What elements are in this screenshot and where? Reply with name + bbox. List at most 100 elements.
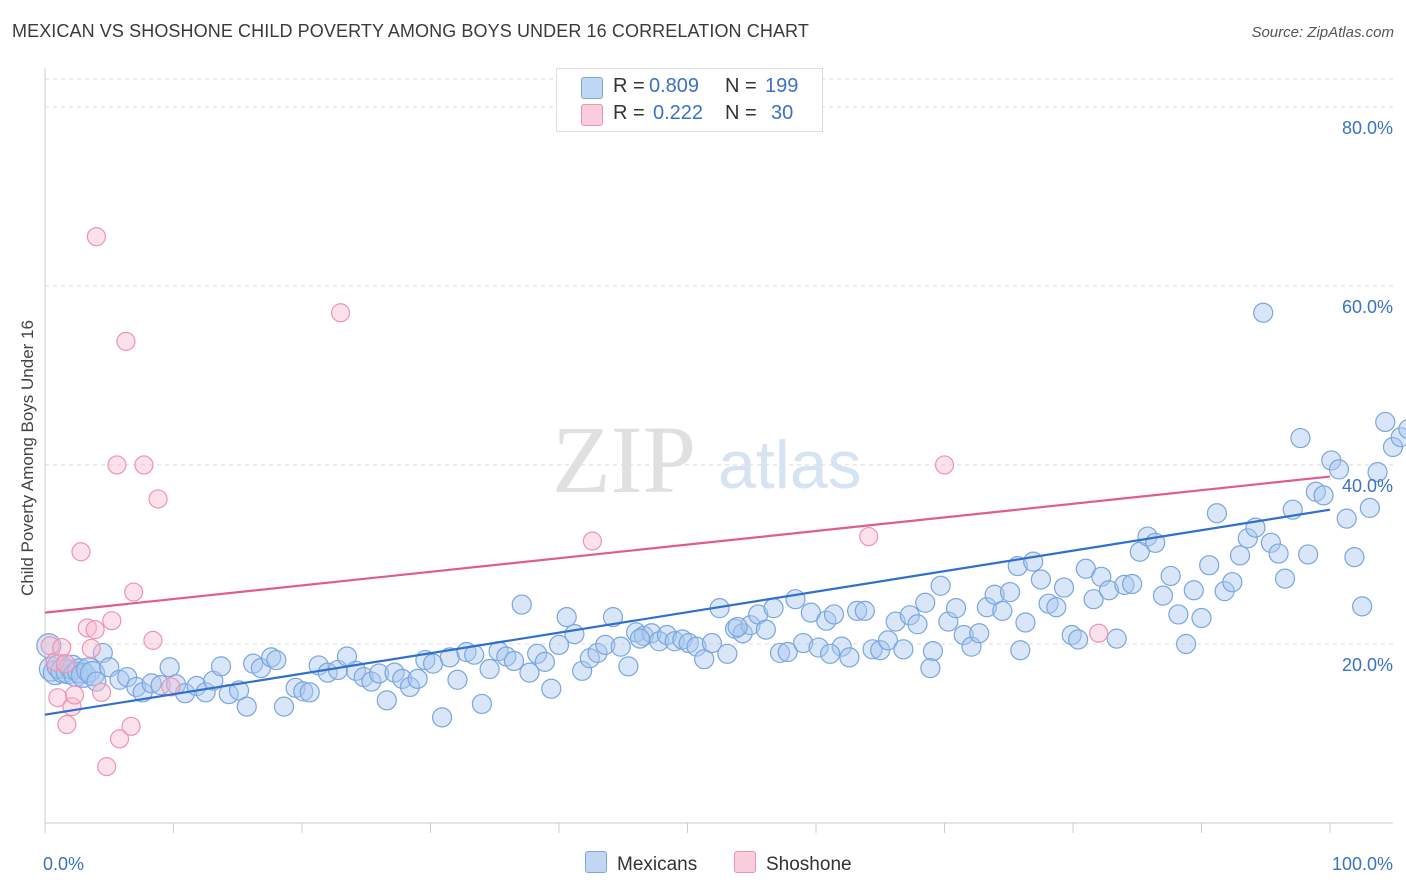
mexicans-point	[595, 634, 616, 655]
shoshone-point	[161, 677, 181, 697]
r-label: R =	[613, 102, 645, 124]
mexicans-point	[1328, 459, 1350, 480]
mexicans-point	[407, 668, 428, 689]
mexicans-point	[1237, 528, 1258, 549]
mexicans-point	[1191, 607, 1212, 629]
axes	[44, 68, 1393, 833]
mexicans-point	[641, 623, 662, 644]
mexicans-point	[854, 600, 875, 621]
mexicans-point	[1268, 543, 1289, 564]
mexicans-point	[1083, 589, 1104, 610]
mexicans-point	[1030, 569, 1051, 590]
chart-title: MEXICAN VS SHOSHONE CHILD POVERTY AMONG …	[12, 21, 809, 41]
legend-item-shoshone[interactable]: Shoshone	[734, 851, 852, 876]
shoshone-point	[134, 455, 154, 475]
mexicans-point	[862, 639, 883, 660]
watermark: ZIP atlas	[552, 406, 862, 513]
mexicans-point	[273, 696, 295, 717]
shoshone-point	[97, 757, 117, 777]
mexicans-point	[820, 643, 841, 664]
mexicans-point	[999, 581, 1021, 603]
mexicans-point	[1015, 612, 1036, 633]
shoshone-point	[71, 542, 91, 562]
shoshone-point	[48, 688, 68, 708]
mexicans-legend-swatch	[585, 851, 607, 873]
mexicans-point	[70, 662, 97, 688]
mexicans-point	[519, 662, 540, 683]
mexicans-point	[618, 656, 639, 677]
mexicans-point	[86, 671, 107, 692]
shoshone-points	[40, 227, 1109, 777]
mexicans-point	[1199, 555, 1220, 576]
mexicans-point	[1290, 427, 1311, 449]
mexicans-point	[564, 624, 585, 645]
mexicans-point	[1398, 419, 1406, 439]
trend-lines	[44, 475, 1331, 716]
mexicans-point	[1367, 461, 1388, 483]
shoshone-point	[91, 682, 112, 702]
shoshone-point	[102, 611, 122, 631]
mexicans-point	[907, 614, 928, 635]
shoshone-point	[109, 729, 130, 749]
legend-label-mexicans: Mexicans	[617, 854, 698, 875]
y-tick-label: 40.0%	[1342, 476, 1393, 496]
mexicans-point	[694, 649, 715, 670]
mexicans-point	[930, 575, 951, 596]
n-label: N =	[725, 75, 757, 97]
mexicans-point	[210, 656, 232, 677]
mexicans-point	[922, 641, 944, 662]
mexicans-point	[629, 628, 651, 649]
gridlines	[45, 78, 1393, 645]
mexicans-point	[945, 598, 967, 619]
mexicans-point	[1098, 580, 1120, 601]
mexicans-point	[376, 690, 397, 711]
mexicans-point	[1183, 580, 1204, 601]
mexicans-point	[447, 669, 468, 690]
r-value: 0.222	[653, 102, 704, 124]
mexicans-point	[541, 678, 562, 699]
mexicans-point	[1344, 547, 1365, 568]
mexicans-point	[1053, 577, 1075, 598]
mexicans-point	[1313, 485, 1334, 506]
mexicans-point	[527, 643, 548, 664]
watermark-zip: ZIP	[552, 406, 696, 513]
mexicans-point	[228, 680, 250, 701]
mexicans-point	[572, 660, 593, 681]
mexicans-point	[831, 636, 852, 657]
mexicans-point	[839, 647, 860, 668]
shoshone-point	[85, 620, 105, 640]
mexicans-point	[236, 696, 257, 717]
mexicans-point	[1206, 503, 1228, 524]
mexicans-point	[740, 615, 761, 636]
x-tick-label: 0.0%	[43, 854, 84, 874]
mexicans-point	[1253, 302, 1274, 323]
mexicans-point	[399, 676, 421, 698]
shoshone-swatch	[581, 104, 603, 126]
legend-item-mexicans[interactable]: Mexicans	[585, 851, 697, 876]
mexicans-point	[785, 589, 806, 610]
mexicans-point	[1010, 640, 1031, 661]
mexicans-point	[471, 693, 492, 715]
shoshone-point	[86, 227, 107, 247]
shoshone-point	[77, 618, 98, 638]
shoshone-point	[143, 630, 163, 650]
shoshone-trend-line	[44, 475, 1331, 614]
mexicans-point	[503, 650, 525, 672]
shoshone-point	[934, 455, 955, 475]
mexicans-point	[717, 643, 738, 664]
shoshone-point	[64, 685, 85, 705]
mexicans-point	[877, 630, 899, 651]
shoshone-point	[55, 654, 76, 674]
mexicans-point	[361, 671, 382, 692]
shoshone-legend-swatch	[734, 851, 756, 873]
r-value: 0.809	[649, 75, 700, 97]
mexicans-point	[701, 632, 723, 654]
mexicans-point	[1298, 544, 1319, 565]
mexicans-point	[915, 592, 936, 613]
mexicans-point	[976, 597, 998, 618]
mexicans-point	[953, 624, 974, 646]
shoshone-point	[582, 531, 603, 551]
mexicans-point	[755, 619, 776, 640]
mexicans-point	[126, 676, 147, 698]
mexicans-point	[266, 649, 287, 671]
